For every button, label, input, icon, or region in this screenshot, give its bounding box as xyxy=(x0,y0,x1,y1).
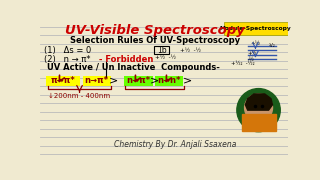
Text: +½  -½: +½ -½ xyxy=(155,55,176,60)
Text: Selection Rules Of UV-Spectroscopy: Selection Rules Of UV-Spectroscopy xyxy=(70,36,240,45)
Polygon shape xyxy=(242,114,276,131)
Bar xyxy=(83,76,111,85)
Bar xyxy=(46,76,80,85)
Text: Module-Spectroscopy: Module-Spectroscopy xyxy=(220,26,292,31)
Text: -½: -½ xyxy=(248,58,255,63)
Circle shape xyxy=(244,94,273,122)
Text: (2)   n → π*: (2) n → π* xyxy=(44,55,90,64)
Text: n→n*: n→n* xyxy=(158,76,181,85)
Text: >: > xyxy=(150,76,159,86)
Text: +½: +½ xyxy=(251,41,261,46)
Text: >: > xyxy=(109,76,118,86)
Text: +½  -½: +½ -½ xyxy=(180,48,201,53)
Polygon shape xyxy=(245,94,273,110)
Text: >: > xyxy=(183,76,192,86)
Text: n→π*: n→π* xyxy=(126,76,150,85)
Text: UV Active / Un Inactive  Compounds-: UV Active / Un Inactive Compounds- xyxy=(47,63,220,72)
Bar xyxy=(124,76,153,85)
Text: +½₂  -½₂: +½₂ -½₂ xyxy=(231,61,254,66)
Text: 1b: 1b xyxy=(157,46,166,55)
Text: -V₂: -V₂ xyxy=(268,43,276,48)
Text: (1)   Δs = 0: (1) Δs = 0 xyxy=(44,46,91,55)
Text: +½: +½ xyxy=(248,51,257,56)
Text: n→π*: n→π* xyxy=(84,76,108,85)
Bar xyxy=(156,76,183,85)
Text: π→π*: π→π* xyxy=(51,76,76,85)
Text: UV-Visible Spectroscopy: UV-Visible Spectroscopy xyxy=(65,24,244,37)
Text: - Forbidden: - Forbidden xyxy=(96,55,153,64)
Bar xyxy=(224,22,288,35)
Text: Chemistry By Dr. Anjali Ssaxena: Chemistry By Dr. Anjali Ssaxena xyxy=(115,140,237,149)
Text: ↓200nm - 400nm: ↓200nm - 400nm xyxy=(48,93,111,98)
Circle shape xyxy=(237,89,280,132)
